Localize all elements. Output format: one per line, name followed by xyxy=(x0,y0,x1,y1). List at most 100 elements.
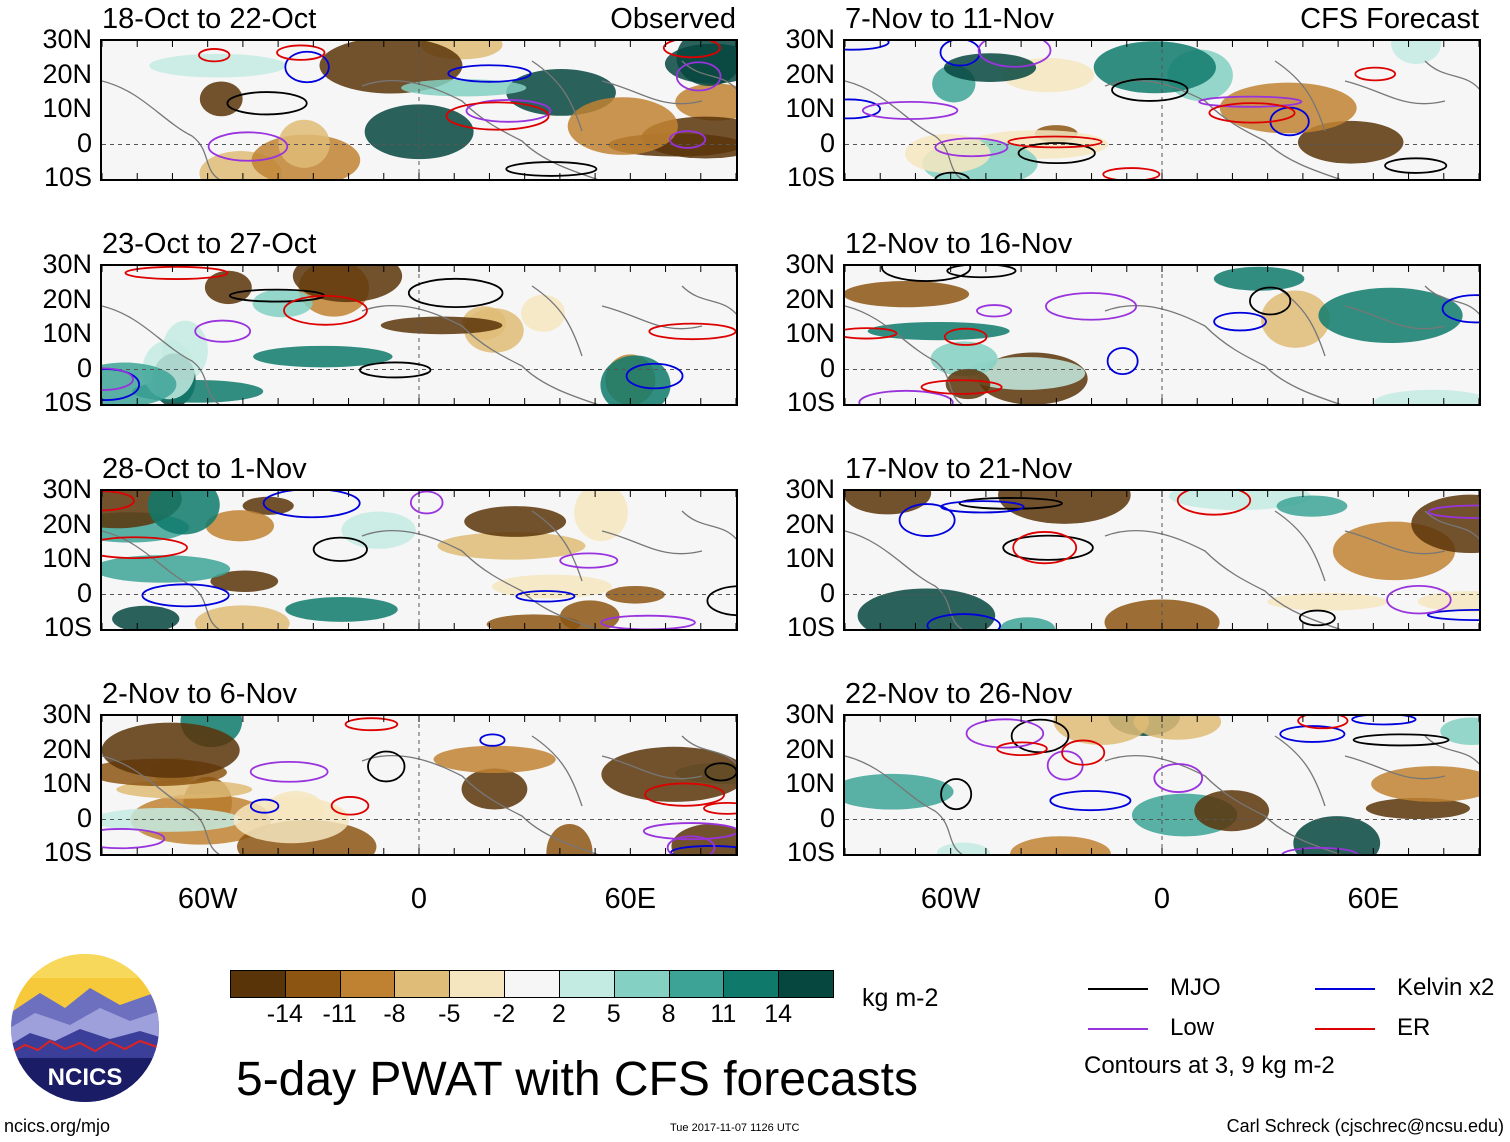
pwat-anomaly-blob xyxy=(341,511,416,549)
colorbar-swatch xyxy=(778,970,834,998)
low-contour xyxy=(1045,292,1138,321)
legend-label: ER xyxy=(1397,1014,1431,1041)
panel-title: 18-Oct to 22-Oct xyxy=(102,3,317,35)
left-map-3 xyxy=(100,714,738,856)
coastline xyxy=(1274,735,1446,807)
coastline xyxy=(531,60,703,132)
coastline xyxy=(1274,60,1446,132)
low-contour xyxy=(559,552,619,569)
logo-red-line xyxy=(11,1039,159,1054)
lat-tick-label: 30N xyxy=(785,474,835,504)
low-contour xyxy=(194,319,252,343)
pwat-anomaly-blob xyxy=(943,53,1037,82)
panel-label: Observed xyxy=(610,3,736,35)
lat-tick-label: 30N xyxy=(42,474,92,504)
coastline xyxy=(681,735,736,765)
lon-tick-label: 60E xyxy=(1347,883,1400,915)
left-map-0 xyxy=(100,39,738,181)
mjo-contour xyxy=(312,536,368,562)
coastline xyxy=(1274,510,1446,582)
pwat-anomaly-blob xyxy=(930,341,998,377)
low-contour xyxy=(858,389,954,404)
mjo-contour xyxy=(704,762,736,782)
coastline xyxy=(1104,304,1342,404)
footer-author: Carl Schreck (cjschrec@ncsu.edu) xyxy=(1226,1116,1504,1136)
pwat-anomaly-blob xyxy=(845,773,954,810)
pwat-anomaly-blob xyxy=(1276,495,1348,517)
pwat-anomaly-blob xyxy=(867,321,1010,341)
colorbar-label: -5 xyxy=(438,1000,461,1028)
low-contour xyxy=(977,41,1052,68)
lat-tick-label: 10S xyxy=(786,837,835,867)
er-contour xyxy=(1176,491,1252,516)
pwat-heatmap xyxy=(845,41,1479,179)
er-contour xyxy=(102,536,188,559)
pwat-anomaly-blob xyxy=(278,119,330,168)
lon-tick-label: 0 xyxy=(1153,883,1171,915)
er-contour xyxy=(703,801,736,815)
lat-tick-label: 20N xyxy=(42,283,92,314)
colorbar-units: kg m-2 xyxy=(862,984,939,1012)
panel-title: 7-Nov to 11-Nov xyxy=(845,3,1054,35)
pwat-anomaly-blob xyxy=(675,83,736,121)
kelvin-x2-contour xyxy=(926,613,1002,629)
er-contour xyxy=(330,796,370,816)
er-contour xyxy=(1007,135,1103,149)
coastline xyxy=(1104,79,1342,179)
kelvin-x2-contour xyxy=(262,491,361,519)
pwat-anomaly-blob xyxy=(1440,717,1479,745)
coastline xyxy=(531,510,703,582)
pwat-anomaly-blob xyxy=(1133,716,1222,740)
colorbar-swatch xyxy=(230,970,286,998)
pwat-anomaly-blob xyxy=(1371,766,1479,802)
colorbar-swatch xyxy=(613,970,670,998)
coastline xyxy=(845,80,964,179)
panel-title: 28-Oct to 1-Nov xyxy=(102,453,307,485)
pwat-anomaly-blob xyxy=(857,588,996,629)
colorbar-label: 2 xyxy=(551,1000,566,1028)
kelvin-x2-contour xyxy=(447,64,532,83)
colorbar-label: -8 xyxy=(383,1000,406,1028)
pwat-anomaly-blob xyxy=(600,355,671,404)
lat-tick-label: 20N xyxy=(42,508,92,539)
low-contour xyxy=(666,835,716,854)
colorbar-label: 11 xyxy=(710,1000,737,1028)
mjo-contour xyxy=(940,778,973,811)
coastline xyxy=(102,530,221,629)
legend-label: Kelvin x2 xyxy=(1397,974,1495,1001)
lat-tick-label: 30N xyxy=(785,699,835,729)
kelvin-x2-contour xyxy=(940,500,1025,514)
kelvin-x2-contour xyxy=(845,41,890,51)
low-contour xyxy=(1198,95,1303,108)
pwat-anomaly-blob xyxy=(1267,592,1388,611)
lat-tick-label: 0 xyxy=(819,352,835,383)
pwat-anomaly-blob xyxy=(521,294,566,332)
er-contour xyxy=(845,327,898,340)
coastline xyxy=(1424,285,1479,315)
lon-tick-label: 60W xyxy=(177,883,238,915)
lat-tick-label: 10N xyxy=(785,93,835,123)
logo-sky-band xyxy=(11,954,159,978)
panel-label: CFS Forecast xyxy=(1300,3,1479,35)
pwat-heatmap xyxy=(102,266,736,404)
legend-line-low xyxy=(1088,1028,1148,1030)
pwat-anomaly-blob xyxy=(574,491,628,542)
legend-line-kelvin-x2 xyxy=(1315,988,1375,990)
colorbar-swatch xyxy=(394,970,451,998)
lat-tick-label: 10S xyxy=(786,162,835,192)
pwat-anomaly-blob xyxy=(1168,491,1311,511)
lat-tick-label: 30N xyxy=(785,249,835,279)
mjo-contour xyxy=(934,171,970,179)
kelvin-x2-contour xyxy=(1049,790,1132,812)
mjo-contour xyxy=(1249,286,1292,316)
colorbar-swatch xyxy=(668,970,725,998)
pwat-anomaly-blob xyxy=(319,41,463,94)
low-contour xyxy=(409,491,444,515)
lon-tick-label: 60W xyxy=(920,883,981,915)
pwat-anomaly-blob xyxy=(1293,816,1381,854)
pwat-anomaly-blob xyxy=(1194,790,1270,832)
lon-tick-label: 60E xyxy=(604,883,657,915)
footer-timestamp: Tue 2017-11-07 1126 UTC xyxy=(670,1122,800,1134)
er-contour xyxy=(943,327,988,346)
er-contour xyxy=(996,741,1048,757)
